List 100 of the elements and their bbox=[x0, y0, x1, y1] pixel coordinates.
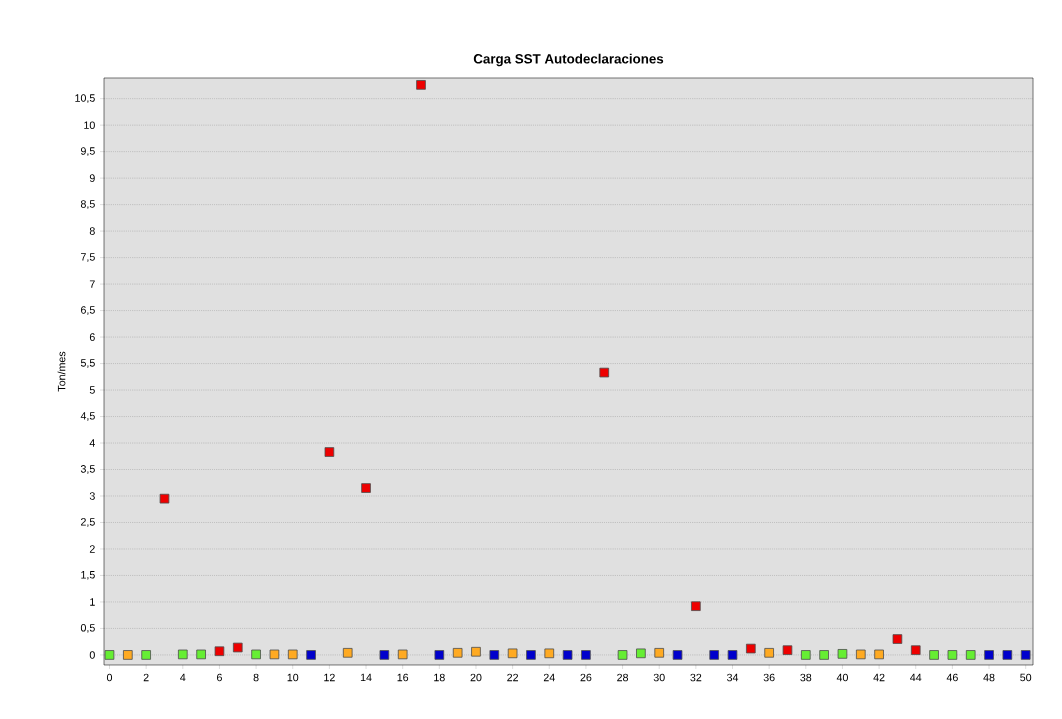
y-tick-label: 2 bbox=[89, 545, 95, 553]
point bbox=[489, 650, 500, 660]
x-tick-label: 6 bbox=[217, 673, 222, 682]
point bbox=[892, 634, 903, 644]
point bbox=[214, 646, 225, 657]
point bbox=[104, 650, 115, 660]
y-tick-label: 5,5 bbox=[80, 359, 95, 368]
x-tick-label: 24 bbox=[543, 673, 555, 682]
point bbox=[361, 483, 371, 493]
y-tick-label: 8 bbox=[89, 227, 95, 235]
x-tick-label: 28 bbox=[617, 673, 629, 682]
point bbox=[691, 601, 701, 611]
x-tick-label: 14 bbox=[360, 673, 372, 682]
x-tick-label: 0 bbox=[106, 673, 113, 682]
x-tick-label: 50 bbox=[1020, 673, 1032, 682]
y-tick-label: 4,5 bbox=[80, 412, 95, 421]
y-tick-label: 0,5 bbox=[80, 624, 95, 633]
point bbox=[801, 650, 811, 660]
point bbox=[581, 650, 591, 660]
x-tick-label: 40 bbox=[836, 673, 848, 682]
x-tick-label: 44 bbox=[910, 673, 922, 682]
point bbox=[526, 650, 536, 660]
point bbox=[855, 649, 866, 660]
point bbox=[251, 649, 261, 660]
point bbox=[379, 650, 390, 660]
y-tick-label: 4 bbox=[89, 439, 95, 447]
point bbox=[1002, 650, 1013, 660]
y-tick-label: 9,5 bbox=[80, 147, 95, 157]
y-tick-label: 1 bbox=[90, 598, 95, 606]
point bbox=[837, 649, 848, 659]
y-tick-label: 10,5 bbox=[75, 94, 95, 104]
point bbox=[123, 650, 133, 660]
y-tick-label: 6 bbox=[89, 333, 95, 341]
chart-title: Carga SST Autodeclaraciones bbox=[473, 53, 664, 67]
x-tick-label: 46 bbox=[946, 673, 958, 682]
point bbox=[1020, 650, 1031, 660]
x-tick-label: 8 bbox=[253, 673, 259, 682]
x-tick-label: 26 bbox=[580, 673, 592, 682]
point bbox=[342, 648, 353, 658]
point bbox=[269, 649, 280, 660]
point bbox=[782, 645, 793, 655]
point bbox=[672, 650, 683, 660]
point bbox=[910, 645, 921, 655]
point bbox=[929, 650, 939, 660]
y-tick-label: 3 bbox=[89, 492, 95, 500]
y-axis-title: Ton/mes bbox=[57, 351, 66, 392]
x-tick-label: 48 bbox=[983, 673, 995, 682]
point bbox=[617, 650, 628, 660]
x-tick-label: 2 bbox=[143, 673, 149, 682]
point bbox=[599, 367, 610, 378]
x-tick-label: 20 bbox=[470, 673, 482, 682]
point bbox=[819, 650, 829, 660]
x-tick-label: 10 bbox=[287, 673, 299, 682]
point bbox=[874, 649, 884, 660]
x-tick-label: 34 bbox=[726, 673, 739, 682]
point bbox=[452, 648, 463, 658]
point bbox=[141, 650, 151, 660]
y-tick-label: 0 bbox=[89, 651, 95, 659]
y-tick-label: 2,5 bbox=[81, 518, 95, 527]
x-tick-label: 30 bbox=[653, 673, 665, 682]
point bbox=[947, 650, 958, 660]
y-tick-label: 9 bbox=[89, 174, 95, 182]
x-tick-label: 38 bbox=[800, 673, 812, 682]
x-tick-label: 12 bbox=[324, 673, 335, 682]
x-tick-label: 36 bbox=[763, 673, 775, 682]
point bbox=[764, 648, 774, 658]
point bbox=[196, 649, 206, 660]
point bbox=[965, 650, 976, 660]
y-tick-label: 7,5 bbox=[81, 253, 95, 262]
point bbox=[434, 650, 445, 660]
y-tick-label: 7 bbox=[89, 280, 95, 288]
point bbox=[654, 648, 665, 658]
point bbox=[416, 80, 426, 90]
point bbox=[159, 493, 170, 504]
point bbox=[232, 642, 243, 653]
point bbox=[746, 643, 756, 654]
y-tick-label: 3,5 bbox=[80, 465, 95, 474]
y-tick-label: 5 bbox=[89, 386, 95, 394]
point bbox=[562, 650, 573, 660]
point bbox=[636, 648, 646, 659]
point bbox=[324, 447, 335, 457]
point bbox=[507, 648, 518, 659]
point bbox=[984, 650, 994, 660]
y-tick-label: 6,5 bbox=[81, 306, 95, 315]
y-tick-label: 10 bbox=[84, 121, 95, 129]
x-tick-label: 4 bbox=[180, 673, 186, 682]
x-tick-label: 22 bbox=[507, 673, 519, 682]
point bbox=[709, 650, 719, 660]
point bbox=[727, 650, 738, 660]
x-tick-label: 42 bbox=[873, 673, 885, 682]
point bbox=[397, 649, 408, 660]
point bbox=[287, 649, 298, 660]
point bbox=[471, 646, 481, 657]
x-tick-label: 16 bbox=[397, 673, 409, 682]
x-tick-label: 18 bbox=[434, 673, 445, 682]
point bbox=[178, 649, 188, 660]
point bbox=[306, 650, 316, 660]
x-tick-label: 32 bbox=[690, 673, 702, 682]
y-tick-label: 1,5 bbox=[81, 571, 95, 580]
y-tick-label: 8,5 bbox=[80, 200, 95, 210]
